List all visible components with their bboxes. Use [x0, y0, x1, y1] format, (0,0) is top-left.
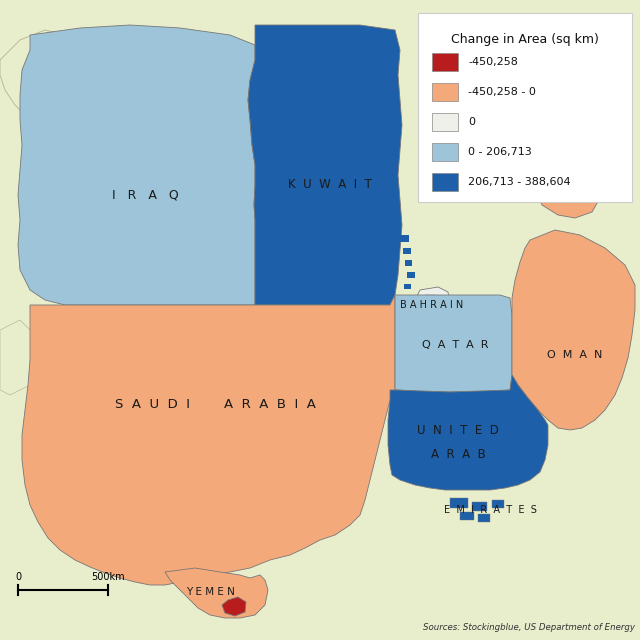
FancyBboxPatch shape — [432, 173, 458, 191]
Text: A  R  A  B: A R A B — [431, 449, 485, 461]
Polygon shape — [420, 315, 428, 320]
Polygon shape — [92, 502, 99, 507]
Polygon shape — [478, 514, 490, 522]
Polygon shape — [512, 230, 635, 430]
Polygon shape — [165, 568, 268, 618]
Polygon shape — [395, 295, 512, 392]
Text: I   R   A   Q: I R A Q — [111, 189, 179, 202]
FancyBboxPatch shape — [432, 53, 458, 71]
Text: K  U  W  A  I  T: K U W A I T — [288, 179, 372, 191]
Polygon shape — [88, 490, 96, 495]
Polygon shape — [222, 597, 246, 616]
Polygon shape — [472, 502, 487, 511]
Polygon shape — [435, 317, 442, 322]
FancyBboxPatch shape — [418, 13, 632, 202]
Text: O  M  A  N: O M A N — [547, 350, 603, 360]
Polygon shape — [0, 30, 90, 130]
Polygon shape — [95, 515, 102, 519]
Polygon shape — [405, 260, 412, 266]
FancyBboxPatch shape — [432, 83, 458, 101]
Text: 0: 0 — [468, 117, 475, 127]
Polygon shape — [406, 296, 415, 303]
Text: B A H R A I N: B A H R A I N — [401, 300, 463, 310]
Polygon shape — [492, 500, 504, 508]
Text: Q  A  T  A  R: Q A T A R — [422, 340, 488, 350]
FancyBboxPatch shape — [432, 113, 458, 131]
Polygon shape — [430, 307, 439, 313]
Text: Change in Area (sq km): Change in Area (sq km) — [451, 33, 599, 46]
Polygon shape — [460, 512, 474, 520]
Text: E  M  I  R  A  T  E  S: E M I R A T E S — [444, 505, 536, 515]
Text: 0 - 206,713: 0 - 206,713 — [468, 147, 532, 157]
Polygon shape — [450, 498, 468, 508]
FancyBboxPatch shape — [432, 143, 458, 161]
Polygon shape — [425, 295, 435, 302]
Polygon shape — [404, 284, 411, 289]
Polygon shape — [82, 520, 88, 524]
Polygon shape — [22, 295, 395, 585]
Polygon shape — [0, 320, 40, 395]
Polygon shape — [407, 272, 415, 278]
Text: -450,258: -450,258 — [468, 57, 518, 67]
Polygon shape — [535, 165, 600, 218]
Text: S  A  U  D  I        A  R  A  B  I  A: S A U D I A R A B I A — [115, 399, 316, 412]
Polygon shape — [388, 375, 548, 490]
Polygon shape — [403, 248, 411, 254]
Polygon shape — [90, 528, 98, 533]
Polygon shape — [400, 235, 409, 242]
Text: Sources: Stockingblue, US Department of Energy: Sources: Stockingblue, US Department of … — [423, 623, 635, 632]
Text: 500km: 500km — [91, 572, 125, 582]
Polygon shape — [415, 287, 450, 325]
Text: Y E M E N: Y E M E N — [186, 587, 234, 597]
Text: 206,713 - 388,604: 206,713 - 388,604 — [468, 177, 571, 187]
Polygon shape — [85, 510, 93, 514]
Text: -450,258 - 0: -450,258 - 0 — [468, 87, 536, 97]
Polygon shape — [18, 25, 255, 305]
Text: 0: 0 — [15, 572, 21, 582]
Text: U  N  I  T  E  D: U N I T E D — [417, 424, 499, 436]
Polygon shape — [248, 25, 402, 305]
